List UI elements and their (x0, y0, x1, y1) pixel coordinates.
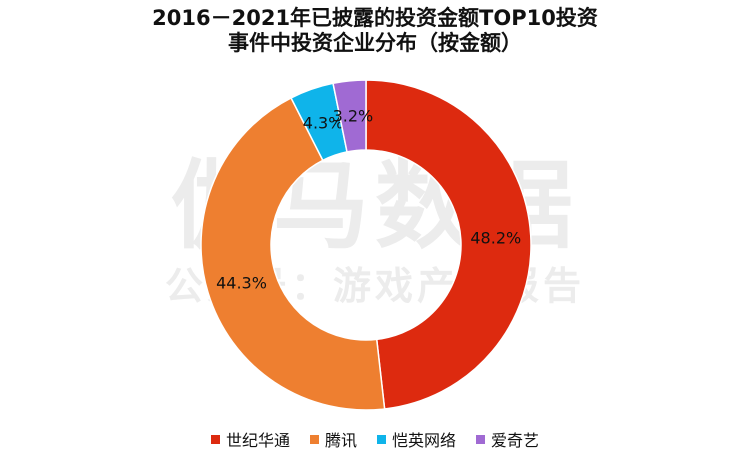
legend-label-3: 爱奇艺 (491, 431, 540, 450)
chart-title: 2016－2021年已披露的投资金额TOP10投资 事件中投资企业分布（按金额） (0, 6, 750, 56)
legend-swatch-0 (210, 434, 220, 444)
legend-item-3: 爱奇艺 (476, 427, 539, 451)
donut-slice-3 (332, 79, 367, 153)
legend-label-0: 世纪华通 (225, 431, 290, 450)
chart-title-line-2: 事件中投资企业分布（按金额） (228, 31, 522, 55)
legend-swatch-3 (476, 434, 486, 444)
legend-item-1: 腾讯 (309, 427, 357, 451)
donut-chart: 48.2% 44.3% 4.3%3.2% (200, 79, 532, 411)
legend-swatch-2 (377, 434, 386, 444)
donut-slice-label-0: 48.2% (470, 229, 521, 248)
donut-slice-1 (200, 96, 386, 411)
donut-slice-label-3: 3.2% (333, 107, 374, 126)
donut-slice-label-2: 4.3% (303, 113, 344, 132)
chart-legend: 世纪华通 腾讯 恺英网络 爱奇艺 (0, 427, 750, 451)
donut-slice-0 (365, 79, 532, 410)
legend-item-0: 世纪华通 (210, 427, 290, 451)
legend-label-1: 腾讯 (324, 431, 357, 450)
legend-swatch-1 (309, 434, 319, 444)
chart-title-line-1: 2016－2021年已披露的投资金额TOP10投资 (152, 6, 598, 30)
legend-item-2: 恺英网络 (377, 427, 456, 451)
donut-slice-label-1: 44.3% (216, 273, 267, 292)
legend-label-2: 恺英网络 (392, 431, 457, 450)
